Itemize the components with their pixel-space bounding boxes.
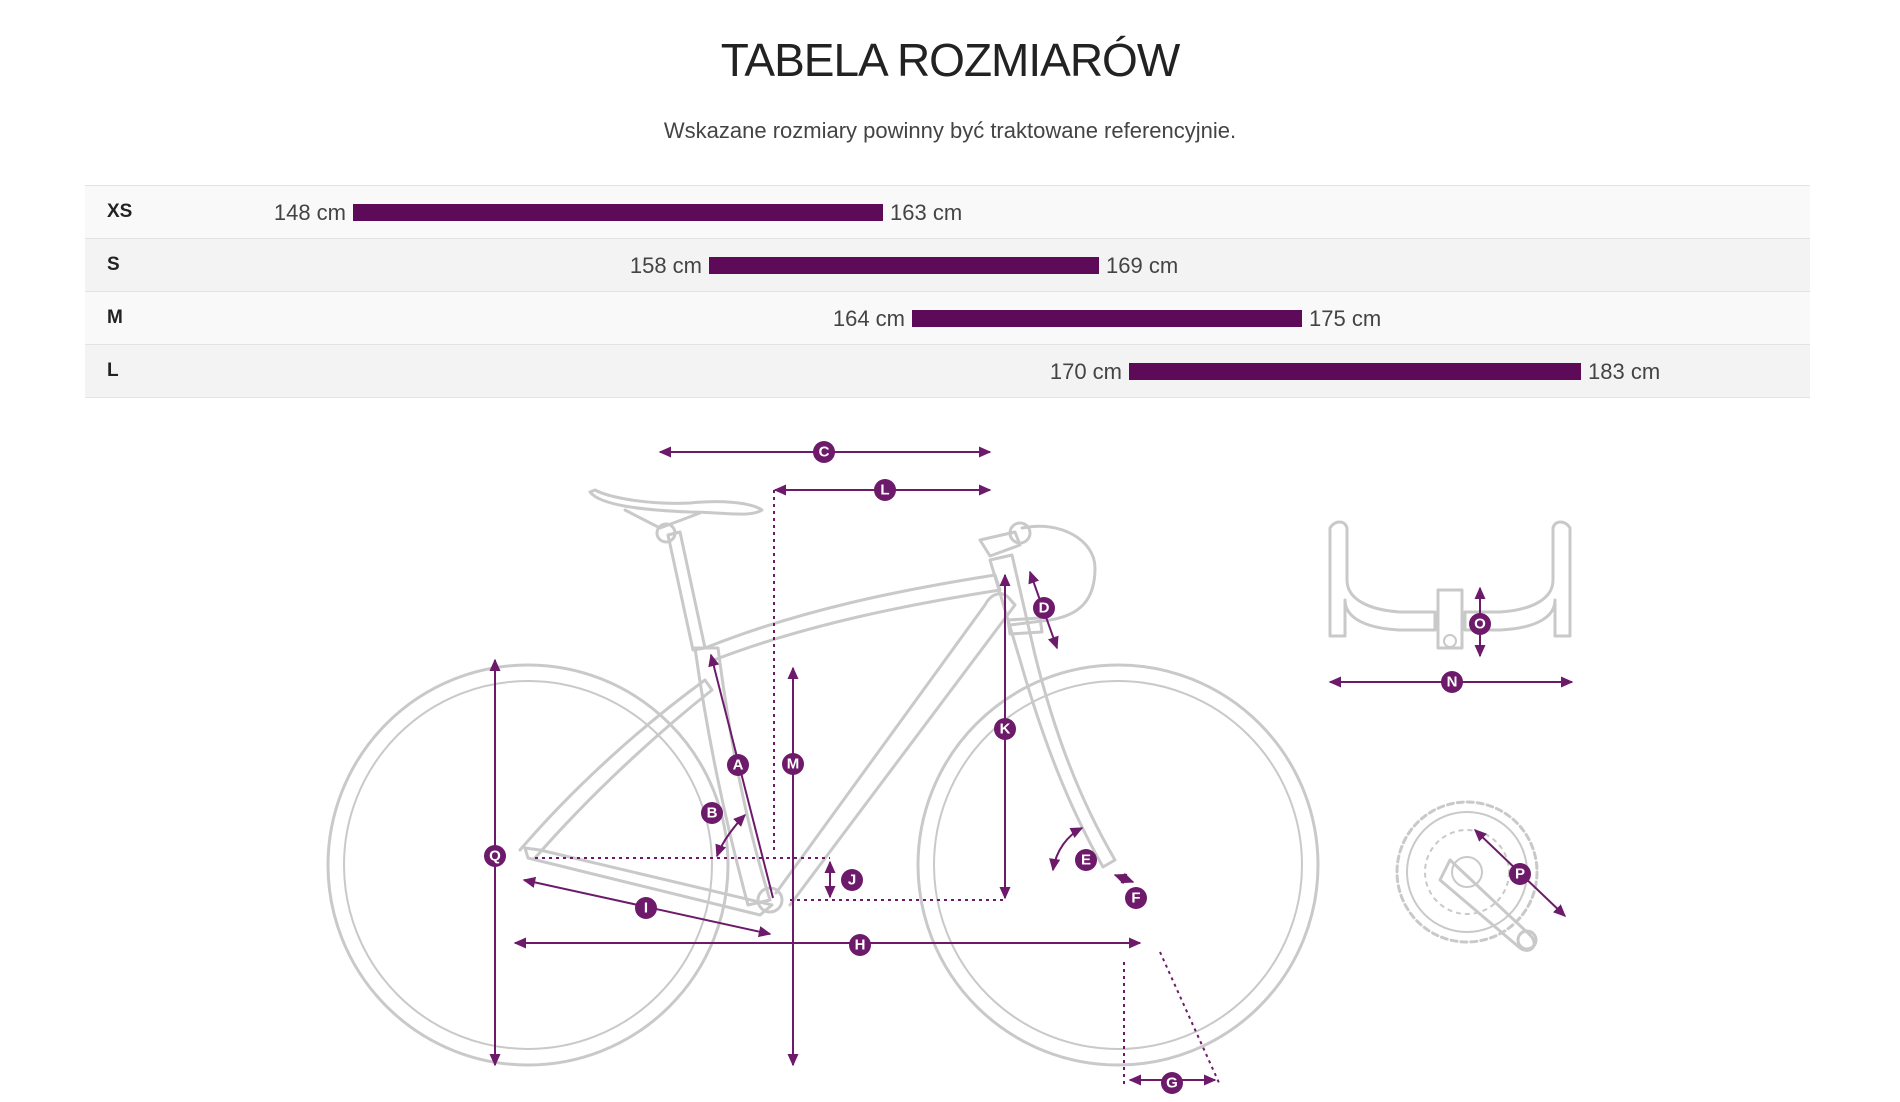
height-range: 148 cm 163 cm (274, 186, 962, 238)
down-tube (774, 592, 1017, 907)
badge-p: P (1509, 863, 1531, 885)
height-range: 158 cm 169 cm (630, 239, 1178, 291)
handlebar-top-view (1328, 520, 1572, 650)
svg-text:M: M (787, 756, 800, 773)
badge-h: H (849, 934, 871, 956)
height-range-bar (353, 204, 883, 221)
badge-f: F (1125, 887, 1147, 909)
handlebar (1008, 524, 1097, 627)
height-min: 164 cm (832, 306, 905, 331)
svg-text:G: G (1166, 1075, 1178, 1092)
svg-text:N: N (1447, 674, 1458, 691)
size-row-xs: XS 148 cm 163 cm (85, 186, 1810, 239)
front-wheel (916, 663, 1320, 1067)
badge-d: D (1033, 597, 1055, 619)
size-table: XS 148 cm 163 cm S 158 cm 169 cm M 164 c… (85, 185, 1810, 398)
svg-text:P: P (1515, 866, 1525, 883)
svg-text:F: F (1131, 890, 1140, 907)
svg-text:L: L (880, 482, 889, 499)
height-min: 148 cm (273, 200, 346, 225)
badge-c: C (813, 441, 835, 463)
height-range-bar (1129, 363, 1581, 380)
badge-e: E (1075, 849, 1097, 871)
svg-text:E: E (1081, 852, 1091, 869)
measurement-lines (489, 446, 1574, 1086)
height-min: 170 cm (1049, 359, 1122, 384)
badge-m: M (782, 753, 804, 775)
saddle (588, 488, 764, 516)
height-range: 170 cm 183 cm (1050, 345, 1660, 397)
size-label: XS (107, 201, 133, 222)
height-range: 164 cm 175 cm (833, 292, 1381, 344)
height-max: 169 cm (1106, 253, 1179, 278)
height-range-bar (709, 257, 1099, 274)
size-label: S (107, 254, 120, 275)
svg-text:K: K (1000, 721, 1011, 738)
svg-text:Q: Q (489, 848, 501, 865)
seatpost (666, 530, 707, 652)
page-title: TABELA ROZMIARÓW (720, 34, 1181, 86)
badge-j: J (841, 869, 863, 891)
size-label: L (107, 360, 119, 381)
svg-text:I: I (644, 900, 648, 917)
measurement-badges: C L D O N K A M B Q E J F I H G P (484, 441, 1531, 1094)
height-max: 175 cm (1309, 306, 1382, 331)
fork (988, 553, 1117, 869)
svg-text:B: B (707, 805, 718, 822)
svg-text:D: D (1039, 600, 1050, 617)
badge-g: G (1161, 1072, 1183, 1094)
seatstay (518, 678, 714, 860)
badge-k: K (994, 718, 1016, 740)
badge-o: O (1469, 613, 1491, 635)
stem (978, 530, 1022, 558)
size-row-s: S 158 cm 169 cm (85, 239, 1810, 292)
svg-text:C: C (819, 444, 830, 461)
size-row-m: M 164 cm 175 cm (85, 292, 1810, 345)
badge-l: L (874, 479, 896, 501)
svg-text:J: J (848, 872, 856, 889)
badge-b: B (701, 802, 723, 824)
badge-i: I (635, 897, 657, 919)
svg-text:H: H (855, 937, 866, 954)
svg-text:O: O (1474, 616, 1486, 633)
svg-text:A: A (733, 757, 744, 774)
height-min: 158 cm (629, 253, 702, 278)
badge-a: A (727, 754, 749, 776)
page-subtitle: Wskazane rozmiary powinny być traktowane… (663, 118, 1237, 143)
height-max: 163 cm (890, 200, 963, 225)
badge-n: N (1441, 671, 1463, 693)
size-row-l: L 170 cm 183 cm (85, 345, 1810, 398)
rear-wheel (326, 663, 730, 1067)
height-max: 183 cm (1588, 359, 1661, 384)
size-label: M (107, 307, 123, 328)
height-range-bar (912, 310, 1302, 327)
bike-illustration (326, 488, 1320, 1067)
badge-q: Q (484, 845, 506, 867)
